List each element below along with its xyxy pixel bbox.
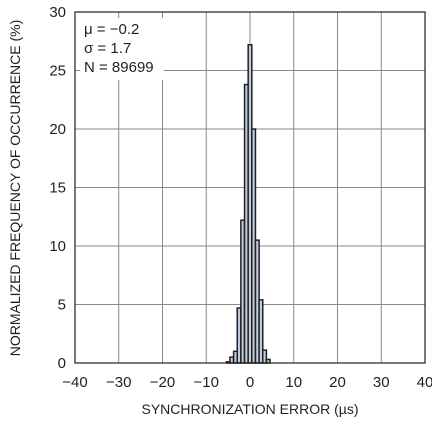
y-axis-title: NORMALIZED FREQUENCY OF OCCURRENCE (%) (7, 20, 23, 357)
stats-box (80, 18, 164, 80)
y-tick-labels: 0 5 10 15 20 25 30 (49, 4, 66, 372)
stat-sigma: σ = 1.7 (84, 40, 131, 57)
x-tick-label: 40 (417, 374, 432, 391)
x-tick-label: 0 (246, 374, 254, 391)
x-tick-label: −10 (194, 374, 219, 391)
plot-frame (74, 11, 426, 364)
y-tick-label: 5 (58, 297, 66, 314)
x-tick-label: −40 (62, 374, 87, 391)
y-tick-label: 20 (49, 121, 66, 138)
x-tick-label: 10 (285, 374, 302, 391)
histogram-bars (225, 44, 271, 364)
y-tick-label: 15 (49, 180, 66, 197)
x-tick-labels: −40 −30 −20 −10 0 10 20 30 40 (62, 374, 432, 391)
x-axis-title: SYNCHRONIZATION ERROR (µs) (141, 401, 358, 417)
y-tick-label: 25 (49, 63, 66, 80)
y-tick-label: 30 (49, 4, 66, 21)
y-tick-label: 10 (49, 238, 66, 255)
x-tick-label: 30 (373, 374, 390, 391)
stat-mu: μ = −0.2 (84, 21, 139, 38)
x-tick-label: 20 (329, 374, 346, 391)
stat-n: N = 89699 (84, 59, 154, 76)
y-tick-label: 0 (58, 355, 66, 372)
x-tick-label: −20 (150, 374, 175, 391)
x-tick-label: −30 (106, 374, 131, 391)
